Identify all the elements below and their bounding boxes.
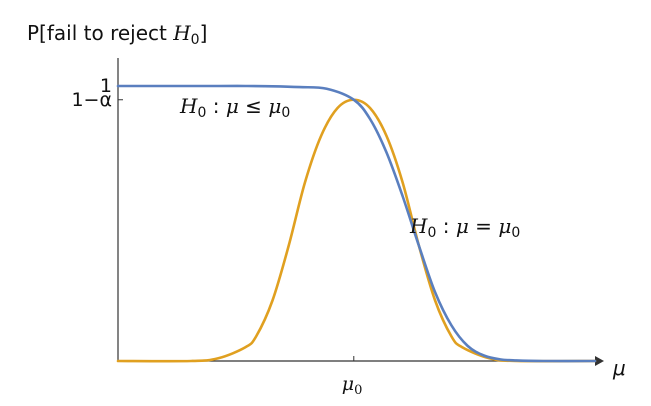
x-ticks: μ0: [342, 356, 363, 398]
y-axis-title: P[fail to reject H0]: [27, 21, 207, 48]
series-lines: [116, 84, 597, 363]
series-line-one-sided: [116, 84, 597, 363]
x-axis-title: μ: [612, 356, 626, 380]
annotation-one-sided: H0 : μ ≤ μ0: [179, 94, 290, 121]
y-tick-label: 1: [100, 75, 112, 97]
y-tick-label: 1−α: [71, 89, 112, 111]
x-tick-label: μ0: [342, 373, 363, 398]
annotation-two-sided: H0 : μ = μ0: [409, 214, 520, 241]
x-axis-arrow-icon: [595, 356, 604, 366]
series-line-two-sided: [116, 98, 597, 363]
y-ticks: 11−α: [71, 75, 123, 111]
